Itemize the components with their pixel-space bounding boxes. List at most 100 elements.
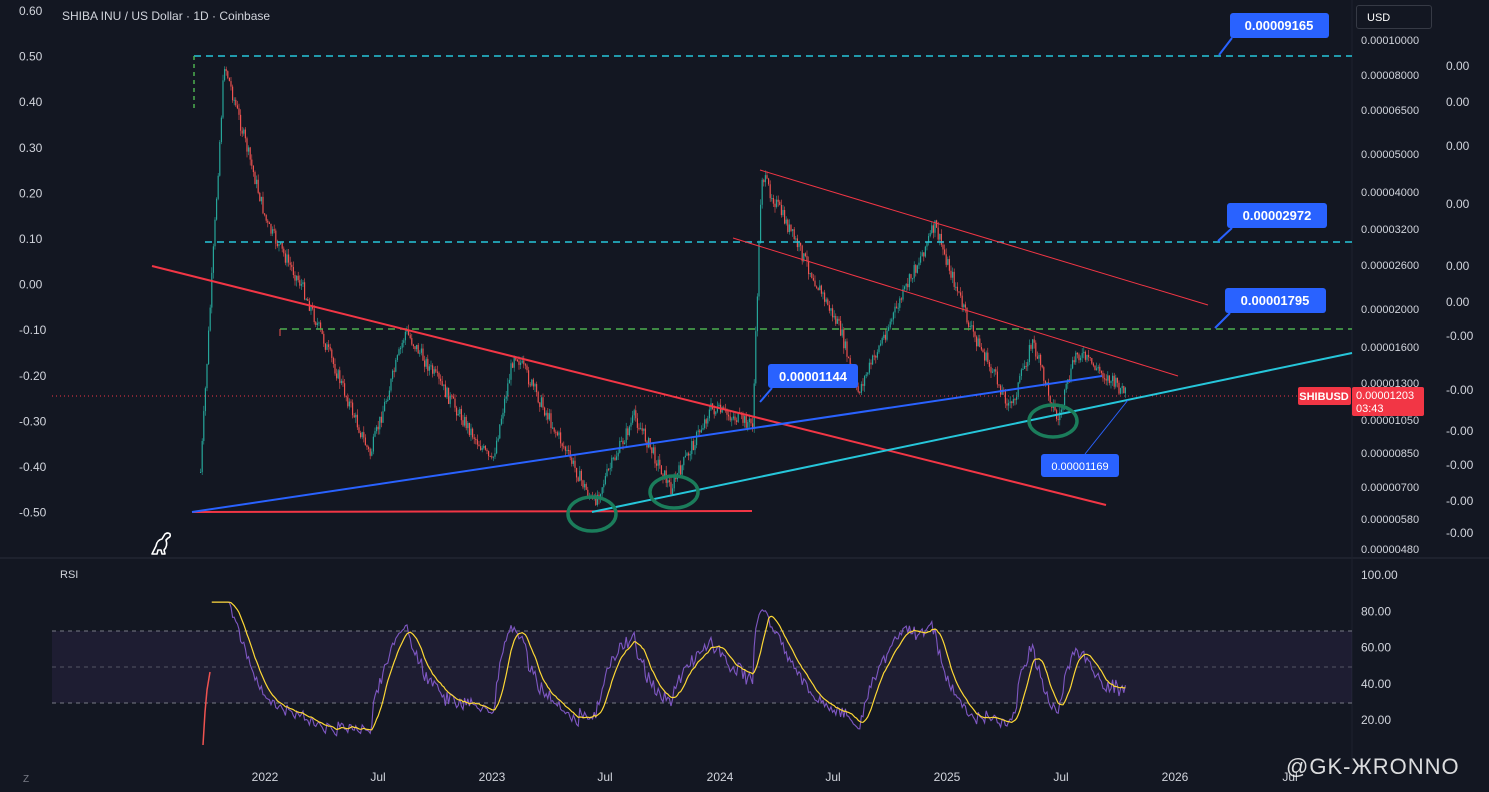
- callout-0.00009165[interactable]: 0.00009165: [1218, 13, 1329, 56]
- rsi-axis: 100.00 80.00 60.00 40.00 20.00: [1361, 568, 1398, 727]
- candle-body: [545, 412, 547, 416]
- price-axis-label: 0.00000580: [1361, 514, 1419, 526]
- candle-body: [1049, 395, 1051, 403]
- candle-body: [443, 384, 445, 386]
- candle-body: [604, 476, 606, 485]
- support-circle-2[interactable]: [648, 474, 700, 510]
- time-axis[interactable]: 2022 Jul 2023 Jul 2024 Jul 2025 Jul 2026 Jul: [252, 770, 1298, 784]
- cyan-ascending-trendline[interactable]: [591, 352, 1353, 513]
- callout-0.00001144[interactable]: 0.00001144: [759, 364, 858, 403]
- candle-body: [833, 315, 835, 318]
- candle-body: [500, 418, 502, 425]
- svg-text:03:43: 03:43: [1356, 403, 1384, 415]
- candle-body: [718, 404, 720, 407]
- candle-body: [707, 418, 709, 424]
- candle-body: [515, 357, 517, 360]
- price-axis-label: 0.00008000: [1361, 70, 1419, 82]
- candle-body: [399, 347, 402, 350]
- left-axis-label: 0.50: [19, 50, 43, 64]
- left-axis: 0.60 0.50 0.40 0.30 0.20 0.10 0.00 -0.10 -0.20 -0…: [19, 4, 47, 520]
- candle-body: [244, 129, 246, 139]
- candle-body: [529, 384, 531, 386]
- candle-body: [243, 129, 245, 134]
- candle-body: [326, 344, 328, 350]
- candle-body: [540, 397, 542, 407]
- callout-0.00001169[interactable]: 0.00001169: [1041, 399, 1129, 477]
- candle-body: [430, 365, 432, 367]
- callout-0.00002972[interactable]: 0.00002972: [1217, 203, 1327, 242]
- left-axis-label: -0.30: [19, 414, 47, 428]
- candle-body: [619, 440, 621, 453]
- candle-body: [353, 415, 355, 418]
- candle-body: [311, 306, 314, 309]
- candle-body: [726, 409, 728, 415]
- candle-body: [435, 369, 437, 372]
- candle-body: [1019, 376, 1021, 383]
- candle-body: [630, 422, 632, 427]
- candle-body: [958, 291, 960, 293]
- price-axis-label: 0.00003200: [1361, 224, 1419, 236]
- support-circle-3[interactable]: [1027, 403, 1079, 439]
- timezone-icon[interactable]: Z: [23, 774, 29, 785]
- price-axis-label: 0.00000480: [1361, 544, 1419, 556]
- candle-body: [292, 267, 294, 276]
- candle-body: [316, 323, 318, 325]
- price-axis-label: 0.00002600: [1361, 260, 1419, 272]
- candle-body: [217, 175, 219, 199]
- candle-body: [942, 244, 944, 250]
- red-base-line[interactable]: [191, 510, 753, 513]
- candle-body: [412, 344, 414, 347]
- secondary-axis-label: -0.00: [1446, 424, 1474, 438]
- candle-body: [1011, 401, 1013, 404]
- candle-body: [561, 443, 563, 447]
- currency-button[interactable]: USD: [1356, 5, 1432, 29]
- candle-body: [340, 380, 342, 384]
- candle-body: [847, 356, 850, 359]
- candle-body: [671, 488, 674, 494]
- candle-body: [583, 483, 586, 488]
- candle-body: [811, 273, 813, 279]
- red-channel-upper[interactable]: [759, 169, 1209, 306]
- support-circle-1[interactable]: [566, 495, 618, 533]
- price-axis[interactable]: 0.00010000 0.00008000 0.00006500 0.00005000…: [1361, 35, 1419, 556]
- candle-body: [943, 249, 946, 255]
- candle-body: [612, 457, 614, 459]
- secondary-axis-label: 0.00: [1446, 59, 1470, 73]
- candle-body: [903, 286, 906, 289]
- blue-ascending-trendline[interactable]: [191, 375, 1103, 513]
- candle-body: [1054, 403, 1056, 411]
- candle-body: [385, 400, 387, 403]
- red-descending-trendline[interactable]: [151, 265, 1107, 506]
- candle-body: [1033, 339, 1035, 343]
- candle-body: [303, 282, 306, 300]
- rsi-axis-label: 100.00: [1361, 568, 1398, 582]
- candle-body: [615, 456, 618, 460]
- candle-body: [803, 253, 805, 262]
- secondary-axis-label: 0.00: [1446, 139, 1470, 153]
- candle-body: [876, 352, 878, 358]
- candle-body: [524, 364, 526, 366]
- candle-body: [859, 391, 861, 393]
- candle-body: [620, 440, 622, 442]
- candle-body: [657, 459, 659, 466]
- candle-body: [631, 415, 634, 423]
- candle-body: [283, 248, 285, 254]
- candle-body: [452, 396, 454, 399]
- candle-body: [300, 284, 302, 286]
- candle-body: [987, 352, 989, 363]
- time-axis-label: Jul: [597, 770, 612, 784]
- candle-body: [972, 325, 974, 332]
- candle-body: [841, 329, 843, 336]
- candle-body: [203, 411, 205, 441]
- candle-body: [468, 422, 470, 436]
- red-channel-lower[interactable]: [732, 237, 1179, 377]
- candle-body: [915, 265, 917, 273]
- candle-body: [372, 436, 374, 452]
- left-axis-label: -0.50: [19, 506, 47, 520]
- callout-0.00001795[interactable]: 0.00001795: [1214, 288, 1326, 329]
- candle-body: [663, 470, 666, 479]
- candle-body: [270, 224, 272, 234]
- secondary-axis-label: -0.00: [1446, 458, 1474, 472]
- candle-body: [219, 142, 221, 176]
